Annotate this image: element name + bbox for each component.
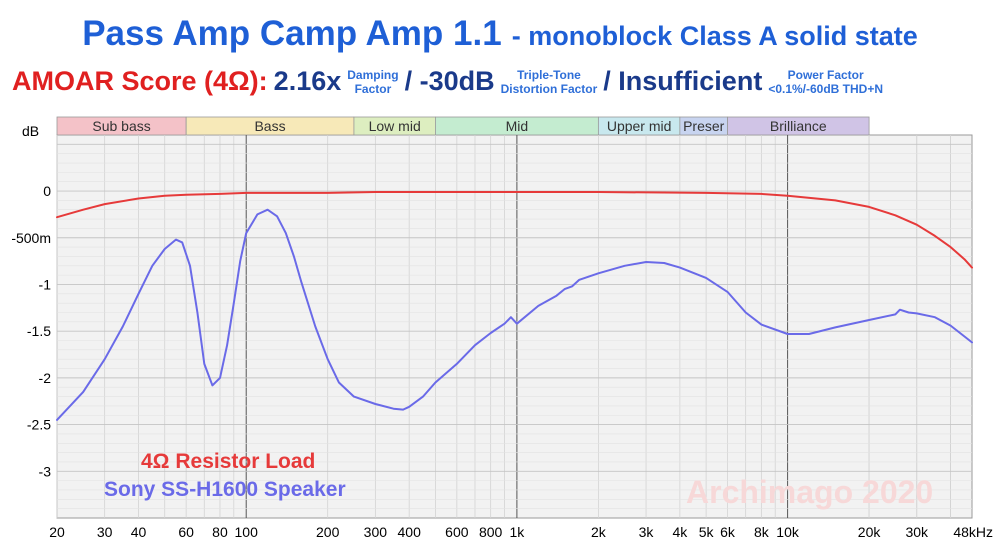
title-subtitle: - monoblock Class A solid state xyxy=(511,21,918,51)
power-value: / Insufficient xyxy=(603,66,763,96)
x-tick-label: 80 xyxy=(212,524,228,540)
x-axis-ticks: 20 30 40 60 80 100 200 300 400 600 800 1k 2k 3k 4k 5k 6k… xyxy=(49,524,993,540)
x-tick-label: 30 xyxy=(97,524,113,540)
damping-caption: Damping Factor xyxy=(347,68,398,96)
power-caption-1: Power Factor xyxy=(787,67,864,82)
band-6 xyxy=(727,116,870,136)
y-tick-label: -3 xyxy=(39,463,52,479)
damping-value: 2.16x xyxy=(273,66,342,96)
x-tick-label: 5k xyxy=(699,524,715,540)
x-tick-label: 100 xyxy=(235,524,259,540)
legend-speaker: Sony SS-H1600 Speaker xyxy=(104,478,346,501)
x-tick-label: 40 xyxy=(131,524,147,540)
band-label: Preser xyxy=(683,118,725,134)
y-tick-label: -500m xyxy=(11,230,51,246)
damping-caption-2: Factor xyxy=(354,81,392,96)
band-label: Sub bass xyxy=(92,118,150,134)
band-label: Brilliance xyxy=(770,118,827,134)
x-tick-label: 1k xyxy=(510,524,526,540)
series xyxy=(56,191,973,421)
ttd-value: / -30dB xyxy=(404,66,495,96)
x-tick-label: 600 xyxy=(445,524,469,540)
x-tick-label: 400 xyxy=(398,524,422,540)
y-tick-label: -1.5 xyxy=(27,323,51,339)
damping-caption-1: Damping xyxy=(347,67,399,82)
x-tick-label: 6k xyxy=(720,524,736,540)
legend-resistor: 4Ω Resistor Load xyxy=(141,450,315,473)
x-tick-label: 200 xyxy=(316,524,340,540)
series-resistor-line xyxy=(56,191,973,269)
band-label: Upper mid xyxy=(607,118,672,134)
power-caption: Power Factor <0.1%/-60dB THD+N xyxy=(768,68,883,96)
x-tick-label: 60 xyxy=(178,524,194,540)
y-tick-label: 0 xyxy=(43,183,51,199)
y-axis-label: dB xyxy=(22,123,39,139)
score-line: AMOAR Score (4Ω): 2.16x Damping Factor / … xyxy=(12,66,1000,97)
score-label: AMOAR Score (4Ω): xyxy=(12,66,268,96)
x-tick-label: 300 xyxy=(364,524,388,540)
series-speaker-line xyxy=(56,208,973,421)
x-tick-label: 48kHz xyxy=(953,524,993,540)
x-tick-label: 4k xyxy=(672,524,688,540)
band-label: Bass xyxy=(254,118,285,134)
y-tick-label: -2 xyxy=(39,370,52,386)
ttd-caption-1: Triple-Tone xyxy=(517,67,581,82)
x-tick-label: 8k xyxy=(754,524,770,540)
grid xyxy=(56,135,972,518)
x-tick-label: 800 xyxy=(479,524,503,540)
title-main: Pass Amp Camp Amp 1.1 xyxy=(82,14,502,53)
power-caption-2: <0.1%/-60dB THD+N xyxy=(768,81,884,96)
x-tick-label: 10k xyxy=(776,524,800,540)
frequency-bands: Sub bass Bass Low mid Mid Upper mid Preser Bri… xyxy=(56,116,870,136)
y-tick-label: -1 xyxy=(39,276,52,292)
band-label: Mid xyxy=(506,118,529,134)
x-tick-label: 3k xyxy=(639,524,655,540)
x-tick-label: 20 xyxy=(49,524,65,540)
x-tick-label: 30k xyxy=(905,524,929,540)
ttd-caption: Triple-Tone Distortion Factor xyxy=(501,68,598,96)
watermark: Archimago 2020 xyxy=(686,474,933,510)
chart-title: Pass Amp Camp Amp 1.1 - monoblock Class A… xyxy=(0,14,1000,54)
x-tick-label: 20k xyxy=(858,524,882,540)
y-axis-ticks: 0 -500m -1 -1.5 -2 -2.5 -3 xyxy=(11,183,51,479)
x-tick-label: 2k xyxy=(591,524,607,540)
ttd-caption-2: Distortion Factor xyxy=(500,81,598,96)
y-tick-label: -2.5 xyxy=(27,417,51,433)
band-label: Low mid xyxy=(369,118,421,134)
